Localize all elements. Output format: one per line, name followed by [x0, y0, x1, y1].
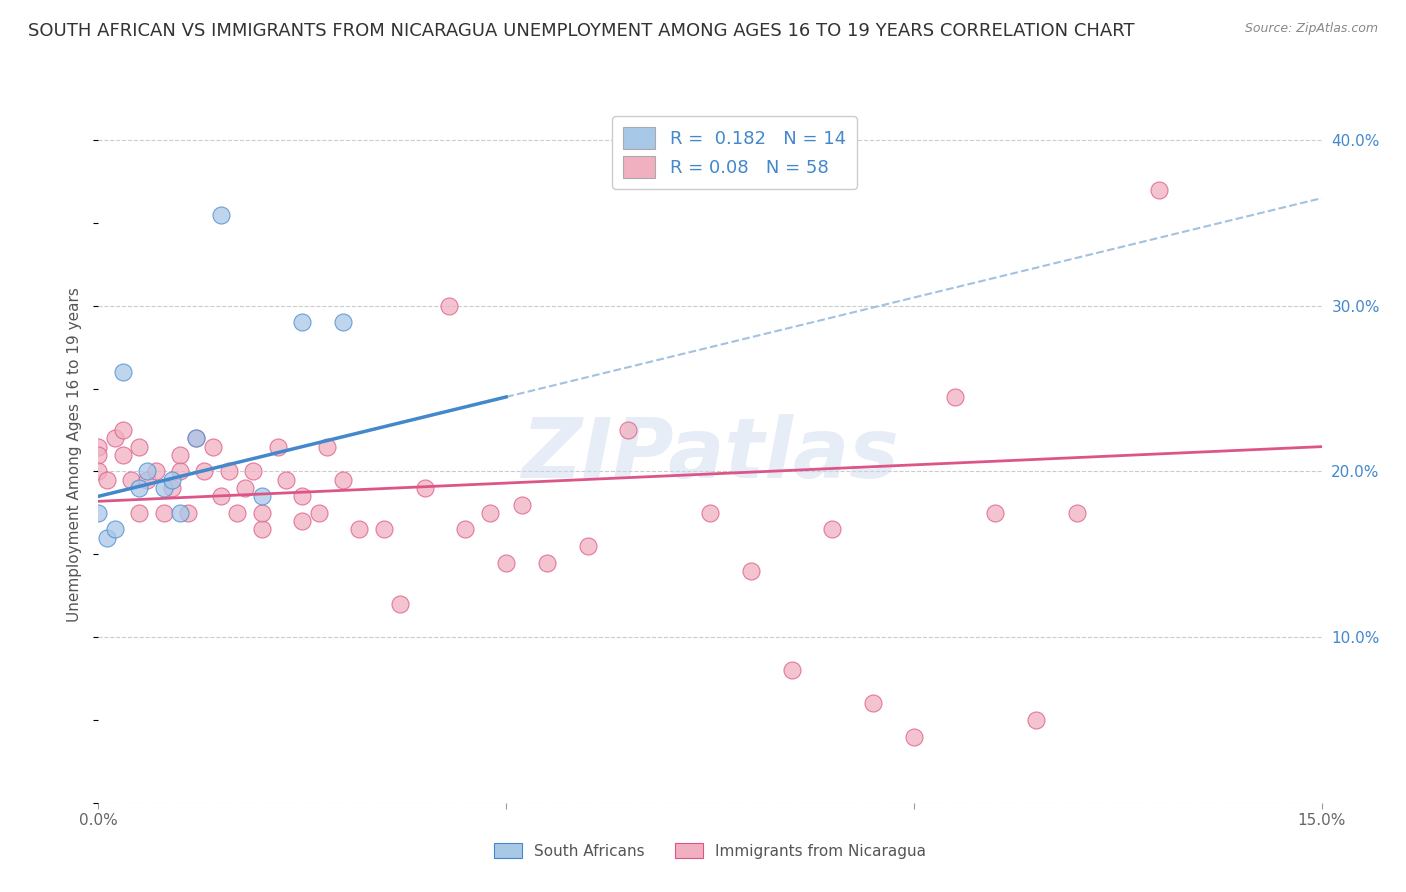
Point	[780, 663, 803, 677]
Point	[943, 390, 966, 404]
Point	[104, 431, 127, 445]
Point	[177, 506, 200, 520]
Text: Source: ZipAtlas.com: Source: ZipAtlas.com	[1244, 22, 1378, 36]
Point	[242, 465, 264, 479]
Legend: South Africans, Immigrants from Nicaragua: South Africans, Immigrants from Nicaragu…	[488, 837, 932, 864]
Point	[120, 473, 142, 487]
Text: ZIPatlas: ZIPatlas	[522, 415, 898, 495]
Point	[201, 440, 224, 454]
Point	[1066, 506, 1088, 520]
Point	[984, 506, 1007, 520]
Point	[536, 556, 558, 570]
Point	[111, 448, 134, 462]
Text: SOUTH AFRICAN VS IMMIGRANTS FROM NICARAGUA UNEMPLOYMENT AMONG AGES 16 TO 19 YEAR: SOUTH AFRICAN VS IMMIGRANTS FROM NICARAG…	[28, 22, 1135, 40]
Point	[96, 531, 118, 545]
Point	[87, 506, 110, 520]
Y-axis label: Unemployment Among Ages 16 to 19 years: Unemployment Among Ages 16 to 19 years	[67, 287, 83, 623]
Point	[274, 473, 297, 487]
Point	[617, 423, 640, 437]
Point	[1147, 183, 1170, 197]
Point	[209, 208, 232, 222]
Point	[104, 523, 127, 537]
Point	[128, 440, 150, 454]
Point	[186, 431, 208, 445]
Point	[740, 564, 762, 578]
Point	[291, 514, 314, 528]
Point	[193, 465, 215, 479]
Point	[576, 539, 599, 553]
Point	[373, 523, 395, 537]
Point	[136, 473, 159, 487]
Point	[291, 489, 314, 503]
Point	[186, 431, 208, 445]
Point	[332, 315, 354, 329]
Point	[152, 506, 174, 520]
Point	[87, 440, 110, 454]
Point	[96, 473, 118, 487]
Point	[250, 506, 273, 520]
Point	[332, 473, 354, 487]
Point	[128, 506, 150, 520]
Point	[218, 465, 240, 479]
Point	[349, 523, 371, 537]
Point	[250, 489, 273, 503]
Point	[315, 440, 337, 454]
Point	[454, 523, 477, 537]
Point	[233, 481, 256, 495]
Point	[903, 730, 925, 744]
Point	[87, 448, 110, 462]
Point	[821, 523, 844, 537]
Point	[136, 465, 159, 479]
Point	[128, 481, 150, 495]
Point	[267, 440, 290, 454]
Point	[145, 465, 167, 479]
Point	[87, 465, 110, 479]
Point	[111, 365, 134, 379]
Point	[111, 423, 134, 437]
Point	[512, 498, 534, 512]
Point	[389, 597, 412, 611]
Point	[437, 299, 460, 313]
Point	[413, 481, 436, 495]
Point	[169, 448, 191, 462]
Point	[658, 166, 681, 180]
Point	[250, 523, 273, 537]
Point	[209, 489, 232, 503]
Point	[226, 506, 249, 520]
Point	[699, 506, 721, 520]
Point	[862, 697, 884, 711]
Point	[169, 506, 191, 520]
Point	[160, 481, 183, 495]
Point	[169, 465, 191, 479]
Point	[478, 506, 501, 520]
Point	[495, 556, 517, 570]
Point	[1025, 713, 1047, 727]
Point	[291, 315, 314, 329]
Point	[308, 506, 330, 520]
Point	[160, 473, 183, 487]
Point	[152, 481, 174, 495]
